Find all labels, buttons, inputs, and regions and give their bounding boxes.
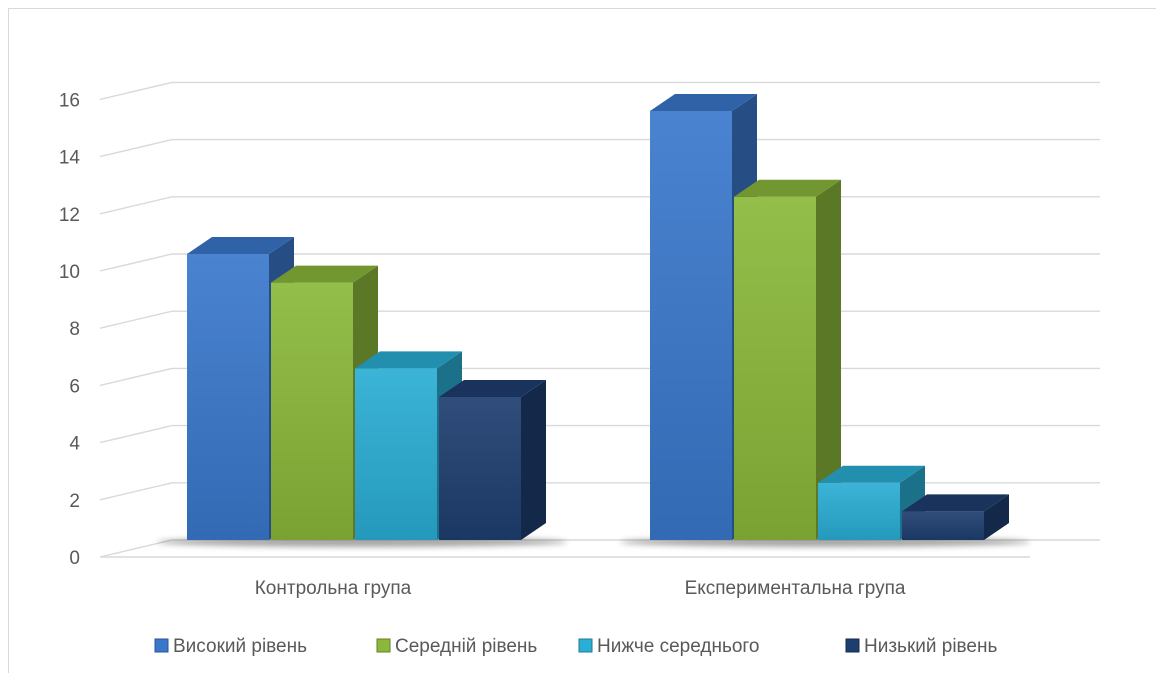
category-label: Експериментальна група <box>685 578 906 599</box>
chart-frame <box>8 8 1156 673</box>
legend: Високий рівень Середній рівень Нижче серед… <box>154 636 997 657</box>
y-tick-label: 16 <box>59 90 80 111</box>
bar-top <box>818 465 925 483</box>
bar-front <box>187 254 269 540</box>
y-tick-label: 8 <box>69 319 80 340</box>
legend-label: Середній рівень <box>395 636 537 657</box>
legend-item: Високий рівень <box>154 636 307 657</box>
bar-top <box>355 351 462 369</box>
legend-item: Середній рівень <box>376 636 537 657</box>
bar-side <box>984 494 1009 540</box>
bar-top <box>902 494 1009 512</box>
legend-label: Низький рівень <box>864 636 997 657</box>
bar-1-3 <box>902 494 1009 540</box>
y-tick-label: 6 <box>69 376 80 397</box>
legend-swatch <box>578 638 593 653</box>
y-tick-label: 10 <box>59 262 80 283</box>
legend-item: Нижче середнього <box>578 636 759 657</box>
legend-label: Нижче середнього <box>597 636 759 657</box>
bar-top <box>650 94 757 111</box>
y-tick-label: 14 <box>59 148 81 169</box>
bar-1-1 <box>734 179 841 541</box>
legend-swatch <box>845 638 860 653</box>
y-tick-label: 12 <box>59 205 80 226</box>
category-label: Контрольна група <box>255 578 412 599</box>
bar-side <box>816 179 841 541</box>
bar-front <box>271 282 353 540</box>
bar-front <box>355 368 437 540</box>
bar-top <box>271 265 378 283</box>
bar-0-3 <box>439 380 546 540</box>
y-axis-ticks: 0 2 4 6 8 10 12 14 16 <box>59 90 81 569</box>
legend-item: Низький рівень <box>845 636 997 657</box>
bar-front <box>902 511 984 540</box>
bar-side <box>521 380 546 540</box>
bar-front <box>650 111 732 540</box>
gridline <box>99 196 1100 215</box>
bar-front <box>439 397 521 540</box>
bar-top <box>439 380 546 397</box>
bar-top <box>187 237 294 254</box>
bar-front <box>734 196 816 541</box>
gridline <box>99 138 1100 158</box>
legend-swatch <box>154 638 169 653</box>
y-tick-label: 0 <box>69 548 80 569</box>
y-tick-label: 4 <box>69 434 80 455</box>
gridline <box>99 81 1100 101</box>
bar-top <box>734 179 841 197</box>
bar-front <box>818 482 900 540</box>
legend-label: Високий рівень <box>173 636 307 657</box>
category-labels: Контрольна група Експериментальна група <box>255 578 906 599</box>
y-tick-label: 2 <box>69 491 80 512</box>
bars <box>157 94 1030 547</box>
legend-swatch <box>376 638 391 653</box>
